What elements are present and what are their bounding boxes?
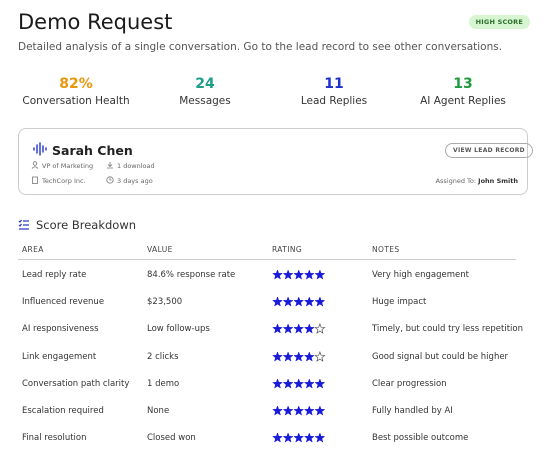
star-filled <box>293 350 305 362</box>
star-filled <box>314 378 326 389</box>
star-filled <box>272 432 283 443</box>
notes-cell: Good signal but could be higher <box>372 351 509 362</box>
column-header: VALUE <box>147 245 173 254</box>
notes-cell: Fully handled by AI <box>372 406 453 416</box>
star-filled <box>272 269 283 280</box>
value-cell: 2 clicks <box>147 351 179 362</box>
view-lead-button[interactable]: VIEW LEAD RECORD <box>445 143 533 158</box>
star-filled <box>293 323 305 335</box>
column-header: RATING <box>272 245 303 254</box>
star-filled <box>303 405 315 416</box>
value-cell: None <box>147 406 170 416</box>
star-empty <box>314 350 326 362</box>
area-cell: Conversation path clarity <box>22 378 130 389</box>
star-filled <box>303 269 315 280</box>
star-filled <box>303 323 315 335</box>
area-cell: Final resolution <box>22 433 87 444</box>
value-cell: Low follow-ups <box>147 324 210 335</box>
assigned-label: Assigned To: <box>435 177 477 185</box>
lead-name: Sarah Chen <box>52 143 133 158</box>
star-filled <box>314 296 326 307</box>
star-filled <box>314 432 326 443</box>
star-filled <box>293 378 305 389</box>
metric-label: Conversation Health <box>22 95 130 107</box>
voice-icon <box>33 142 47 156</box>
notes-cell: Best possible outcome <box>372 433 469 444</box>
page-title: Demo Request <box>18 10 173 34</box>
section-title: Score Breakdown <box>36 218 137 232</box>
star-filled <box>303 378 315 389</box>
rating <box>272 296 326 307</box>
star-filled <box>282 378 294 389</box>
role-icon <box>31 161 39 169</box>
star-filled <box>293 296 305 307</box>
metric-label: AI Agent Replies <box>420 95 506 107</box>
rating <box>272 323 326 335</box>
notes-cell: Timely, but could try less repetition <box>372 324 523 335</box>
rating <box>272 405 326 416</box>
star-filled <box>314 405 326 416</box>
metric-value: 11 <box>324 76 344 92</box>
star-filled <box>282 296 294 307</box>
metric-value: 24 <box>195 76 215 92</box>
star-filled <box>303 432 315 443</box>
star-filled <box>272 323 283 335</box>
rating <box>272 269 326 280</box>
star-filled <box>282 432 294 443</box>
star-filled <box>282 269 294 280</box>
list-icon <box>18 219 29 230</box>
score-badge: HIGH SCORE <box>468 15 530 29</box>
metric-label: Lead Replies <box>300 95 368 107</box>
star-filled <box>293 269 305 280</box>
star-filled <box>272 296 283 307</box>
lead-card <box>18 128 528 195</box>
notes-cell: Very high engagement <box>372 270 469 280</box>
clock-icon <box>106 176 114 184</box>
star-filled <box>293 405 305 416</box>
value-cell: 1 demo <box>147 378 180 389</box>
star-filled <box>272 350 283 362</box>
star-filled <box>314 269 326 280</box>
star-filled <box>272 405 283 416</box>
star-filled <box>282 350 294 362</box>
value-cell: 84.6% response rate <box>147 270 236 280</box>
star-filled <box>272 378 283 389</box>
assigned: Assigned To: John Smith <box>436 177 518 185</box>
notes-cell: Huge impact <box>372 297 427 308</box>
metric-value: 82% <box>59 76 93 92</box>
metric-value: 13 <box>453 76 473 92</box>
value-cell: Closed won <box>147 433 196 444</box>
company-icon <box>32 176 38 184</box>
star-filled <box>282 405 294 416</box>
metric-label: Messages <box>179 95 231 107</box>
star-filled <box>293 432 305 443</box>
value-cell: $23,500 <box>147 297 183 308</box>
area-cell: Link engagement <box>22 351 97 362</box>
download-icon <box>107 162 113 169</box>
area-cell: AI responsiveness <box>22 324 99 335</box>
star-filled <box>282 323 294 335</box>
star-filled <box>303 350 315 362</box>
lead-role: VP of Marketing <box>42 162 94 170</box>
notes-cell: Clear progression <box>372 378 447 389</box>
assigned-name: John Smith <box>478 177 518 185</box>
rating <box>272 432 326 443</box>
star-filled <box>303 296 315 307</box>
area-cell: Influenced revenue <box>22 297 105 308</box>
subtitle: Detailed analysis of a single conversati… <box>18 41 503 53</box>
lead-time: 3 days ago <box>117 177 153 185</box>
column-header: AREA <box>22 245 44 254</box>
header-rule <box>18 259 516 260</box>
rating <box>272 378 326 389</box>
area-cell: Escalation required <box>22 406 104 416</box>
lead-company: TechCorp Inc. <box>42 177 86 185</box>
column-header: NOTES <box>372 245 400 254</box>
star-empty <box>314 323 326 335</box>
area-cell: Lead reply rate <box>22 270 87 280</box>
rating <box>272 350 326 362</box>
lead-downloads: 1 download <box>117 162 155 170</box>
